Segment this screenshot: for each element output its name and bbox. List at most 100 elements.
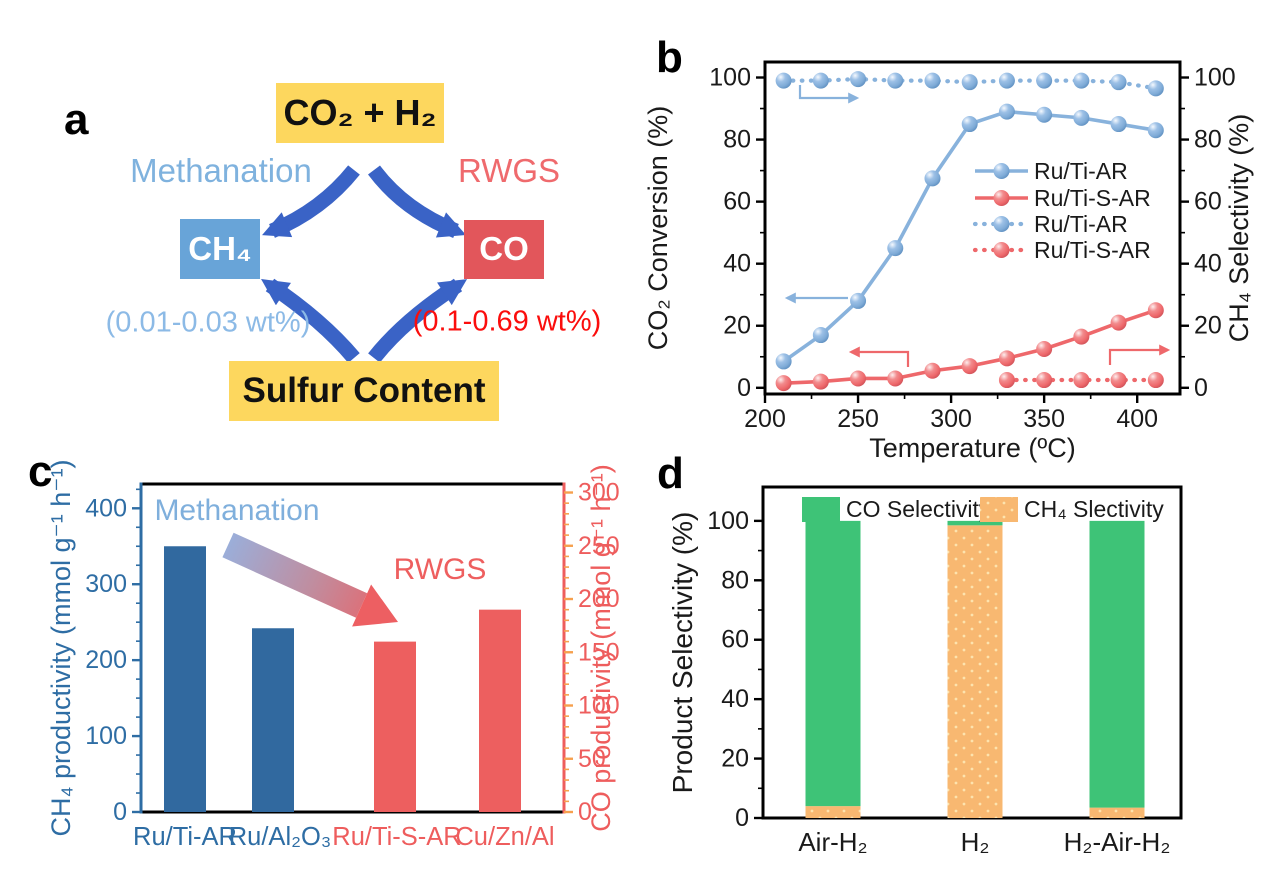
reaction-arrows — [261, 165, 468, 363]
arrow-sulfur-to-ch4 — [261, 278, 360, 363]
right-axis-ticks: 0 50 100 150 200 250 300 — [564, 479, 620, 826]
data-point — [1073, 109, 1090, 126]
data-point — [1036, 372, 1053, 389]
panel-b-label: b — [656, 33, 683, 82]
data-point — [961, 74, 978, 91]
data-point — [1147, 122, 1164, 139]
y-tick-label-left: 40 — [723, 250, 751, 278]
left-tick-label: 400 — [85, 494, 127, 522]
left-axis-ticks: 0 100 200 300 400 — [85, 488, 141, 826]
category-label: Ru/Ti-S-AR — [332, 823, 461, 851]
category-label: Cu/Zn/Al — [455, 823, 554, 851]
data-point — [961, 116, 978, 133]
data-point — [924, 362, 941, 379]
panel-a-label: a — [64, 95, 89, 144]
series-dotted-ru-ti-s-ar — [998, 372, 1164, 389]
series-line — [781, 76, 1158, 91]
legend-marker — [993, 163, 1010, 179]
left-tick-label: 300 — [85, 570, 127, 598]
x-tick-label: 200 — [744, 405, 786, 433]
bar-ru-al-o- — [252, 628, 294, 812]
data-point — [998, 103, 1015, 120]
arrow-rwgs-path — [368, 165, 467, 238]
data-point — [998, 372, 1015, 389]
data-point — [887, 370, 904, 387]
x-axis-ticks: 200 250 300 350 400 — [744, 394, 1158, 433]
data-point — [812, 373, 829, 390]
y-axis-ticks: 0 20 40 60 80 100 — [707, 507, 763, 832]
panel-c-label: c — [28, 447, 53, 496]
y-tick-label: 80 — [721, 566, 749, 594]
y-tick-label-right: 20 — [1194, 312, 1222, 340]
arrow-red-to-left-axis — [848, 346, 910, 367]
y-tick-label: 0 — [735, 804, 749, 832]
data-point — [775, 375, 792, 392]
data-point — [998, 72, 1015, 89]
y-tick-label-left: 60 — [723, 188, 751, 216]
data-point — [1110, 314, 1127, 331]
y-tick-label: 20 — [721, 745, 749, 773]
legend-label: Ru/Ti-AR — [1034, 211, 1128, 237]
y-tick-label-right: 40 — [1194, 250, 1222, 278]
y-axis-title-left: CO₂ Conversion (%) — [643, 106, 673, 351]
legend-marker — [993, 216, 1010, 232]
y-tick-label-left: 80 — [723, 126, 751, 154]
right-tick-label: 150 — [578, 638, 620, 666]
bar-ch4-air-h- — [805, 806, 861, 818]
data-point — [775, 72, 792, 89]
data-point — [1147, 372, 1164, 389]
methanation-annotation: Methanation — [154, 494, 319, 527]
y-tick-label-right: 80 — [1194, 126, 1222, 154]
legend-marker — [993, 242, 1010, 258]
right-tick-label: 0 — [578, 798, 592, 826]
category-label: Ru/Al₂O₃ — [229, 823, 331, 851]
ch4-product-box: CH₄ — [180, 219, 260, 279]
category-label: H₂-Air-H₂ — [1064, 827, 1171, 857]
arrow-sulfur-to-co — [368, 278, 468, 363]
series-solid-ru-ti-s-ar — [775, 302, 1164, 392]
legend-swatch-co — [802, 497, 840, 522]
data-point — [1147, 302, 1164, 319]
legend-entry: Ru/Ti-AR — [972, 211, 1128, 237]
y-tick-label-left: 20 — [723, 312, 751, 340]
legend-swatch-ch4 — [980, 497, 1018, 522]
right-tick-label: 50 — [578, 745, 606, 773]
bar-ch4-h-air-h- — [1089, 807, 1145, 818]
bar-co-h-air-h- — [1089, 520, 1145, 808]
bar-co-h- — [947, 520, 1003, 526]
y-axis-title-left: CH₄ productivity (mmol g⁻¹ h⁻¹) — [46, 459, 76, 836]
data-point — [1073, 328, 1090, 345]
legend: CO Selectivity CH₄ Slectivity — [802, 496, 1164, 522]
legend-entry: Ru/Ti-AR — [975, 158, 1128, 184]
x-axis-title: Temperature (ºC) — [869, 433, 1075, 463]
left-tick-label: 0 — [113, 798, 127, 826]
bar-cu-zn-al — [479, 609, 521, 812]
y-axis-title: Product Selectivity (%) — [667, 512, 698, 794]
left-tick-label: 100 — [85, 722, 127, 750]
bar-ch4-h- — [947, 525, 1003, 818]
panel-d-label: d — [657, 449, 684, 498]
data-point — [812, 72, 829, 89]
y-axis-ticks: 0 0 20 20 40 40 60 60 80 80 100 100 — [709, 64, 1235, 402]
x-tick-label: 350 — [1023, 405, 1065, 433]
bars — [805, 520, 1145, 818]
data-point — [998, 350, 1015, 367]
data-point — [1036, 341, 1053, 358]
legend-label-co: CO Selectivity — [846, 496, 991, 522]
sulfur-content-box: Sulfur Content — [229, 361, 499, 421]
data-point — [1036, 106, 1053, 123]
data-point — [924, 170, 941, 187]
right-tick-label: 300 — [578, 479, 620, 507]
category-label: H₂ — [961, 827, 990, 857]
legend-entry: Ru/Ti-S-AR — [972, 237, 1151, 263]
bars — [164, 546, 521, 812]
data-point — [1110, 116, 1127, 133]
arrow-head — [352, 584, 398, 627]
data-point — [1110, 74, 1127, 91]
methanation-label: Methanation — [130, 152, 312, 189]
right-tick-label: 250 — [578, 532, 620, 560]
series-dotted-ru-ti-ar — [775, 71, 1164, 97]
y-tick-label: 60 — [721, 626, 749, 654]
y-tick-label-right: 0 — [1194, 374, 1208, 402]
y-axis-title-right: CO productivity (mmol g⁻¹ h⁻¹) — [586, 464, 616, 832]
